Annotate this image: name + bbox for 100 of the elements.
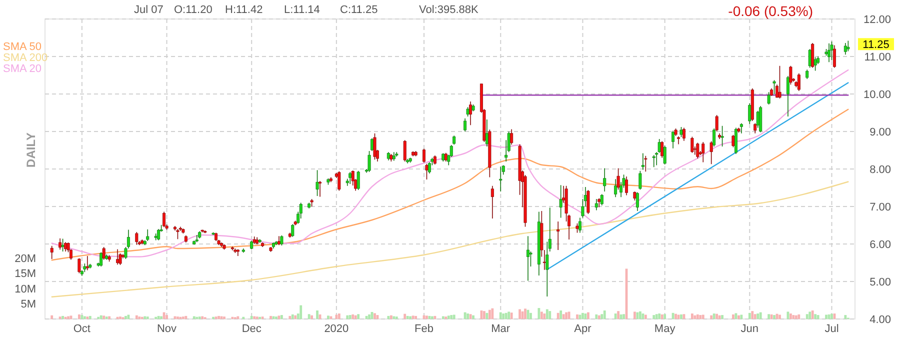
candlestick xyxy=(594,198,598,211)
bar xyxy=(600,314,604,319)
bar xyxy=(157,316,160,319)
bar xyxy=(488,310,491,319)
candlestick xyxy=(830,41,834,61)
candlestick xyxy=(428,162,431,174)
bar xyxy=(543,314,546,319)
bar xyxy=(510,312,513,319)
bar xyxy=(660,314,664,319)
candlestick xyxy=(682,127,686,142)
bar xyxy=(192,316,196,319)
candlestick xyxy=(578,217,582,234)
candlestick xyxy=(806,69,809,80)
candlestick xyxy=(663,145,666,165)
candlestick xyxy=(600,194,604,206)
bar xyxy=(124,316,127,319)
x-tick-label: Mar xyxy=(491,323,510,335)
candlestick xyxy=(786,76,790,117)
candlestick xyxy=(576,222,579,234)
candlestick xyxy=(772,80,776,94)
bar xyxy=(434,316,436,319)
candlestick xyxy=(510,128,514,146)
y-tick-label: 8.00 xyxy=(870,164,891,176)
candlestick xyxy=(696,142,700,159)
bar xyxy=(499,312,502,319)
bar xyxy=(652,315,656,319)
x-tick-label: Apr xyxy=(574,323,592,335)
bar xyxy=(548,311,552,319)
bar xyxy=(712,314,716,319)
bar xyxy=(442,316,444,319)
candlestick xyxy=(146,228,150,242)
candlestick xyxy=(78,258,81,274)
candlestick xyxy=(422,148,426,164)
bar xyxy=(426,316,428,319)
candlestick xyxy=(702,142,705,163)
candlestick xyxy=(373,132,376,160)
y-tick-label: 7.00 xyxy=(870,201,891,214)
text: Vol:395.88K xyxy=(419,4,479,16)
bar xyxy=(452,314,456,319)
candlestick xyxy=(641,152,644,170)
candlestick xyxy=(162,211,166,228)
text: L:11.14 xyxy=(284,4,320,16)
candlestick xyxy=(118,252,122,266)
bar xyxy=(108,316,111,319)
bar xyxy=(67,316,70,319)
y2-tick-label: 20M xyxy=(14,252,36,265)
candlestick xyxy=(690,136,694,154)
candlestick xyxy=(58,238,62,250)
candlestick xyxy=(614,178,618,198)
bar xyxy=(825,314,828,319)
bar xyxy=(135,315,138,319)
text: SMA 200 xyxy=(3,52,48,64)
bar xyxy=(406,316,409,319)
candlestick xyxy=(808,48,812,68)
line-series xyxy=(51,181,849,298)
bar xyxy=(294,315,297,319)
line-series xyxy=(51,108,849,261)
bar xyxy=(638,311,642,319)
bar xyxy=(690,314,694,319)
bar xyxy=(556,312,560,319)
candlestick xyxy=(425,163,428,180)
bar xyxy=(756,314,760,319)
candlestick xyxy=(759,106,762,133)
candlestick xyxy=(291,224,294,238)
y-tick-label: 5.00 xyxy=(870,276,891,288)
bar xyxy=(83,316,86,319)
bar xyxy=(754,314,756,319)
bar xyxy=(327,316,330,319)
candlestick xyxy=(102,246,106,260)
candlestick xyxy=(672,130,675,149)
bar xyxy=(732,314,734,319)
bar xyxy=(814,314,817,319)
bar xyxy=(308,314,310,319)
bar xyxy=(447,316,450,319)
bar xyxy=(773,315,776,319)
bar xyxy=(540,312,543,319)
text: SMA 20 xyxy=(3,62,42,75)
bar xyxy=(166,315,168,319)
bar xyxy=(634,312,636,319)
candlestick xyxy=(715,114,718,132)
candlestick xyxy=(636,192,639,212)
bar xyxy=(778,314,781,319)
bar xyxy=(603,310,606,319)
bar xyxy=(78,314,80,319)
bar xyxy=(751,311,754,319)
candlestick xyxy=(356,170,360,190)
bar xyxy=(768,314,770,319)
candlestick xyxy=(546,241,549,297)
text: O:11.20 xyxy=(174,4,212,16)
candlestick xyxy=(734,127,738,154)
bar xyxy=(582,312,584,319)
y-tick-label: 11.00 xyxy=(864,51,891,64)
candlestick xyxy=(559,184,562,218)
candlestick xyxy=(680,126,683,138)
candlestick xyxy=(469,101,472,126)
candlestick xyxy=(368,150,371,172)
candlestick xyxy=(135,232,138,246)
bar xyxy=(538,308,540,319)
candlestick xyxy=(710,140,713,165)
x-tick-label: May xyxy=(654,323,676,335)
